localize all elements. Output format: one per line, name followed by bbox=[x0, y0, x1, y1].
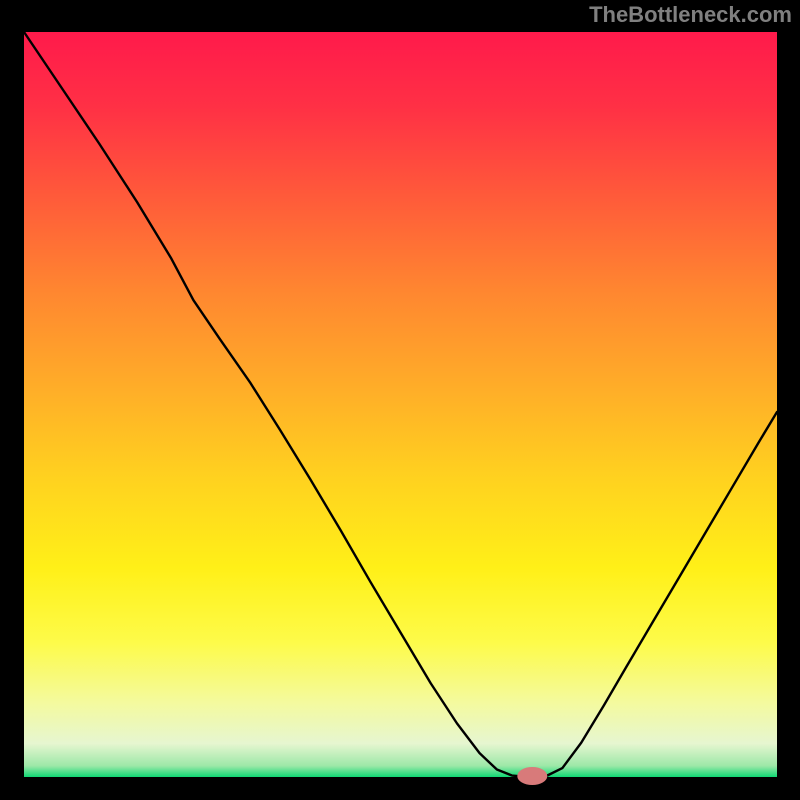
bottleneck-heat-chart bbox=[0, 0, 800, 800]
heat-gradient-plot bbox=[24, 32, 777, 777]
watermark-text: TheBottleneck.com bbox=[589, 2, 792, 28]
optimal-marker bbox=[517, 767, 547, 785]
chart-stage: TheBottleneck.com bbox=[0, 0, 800, 800]
